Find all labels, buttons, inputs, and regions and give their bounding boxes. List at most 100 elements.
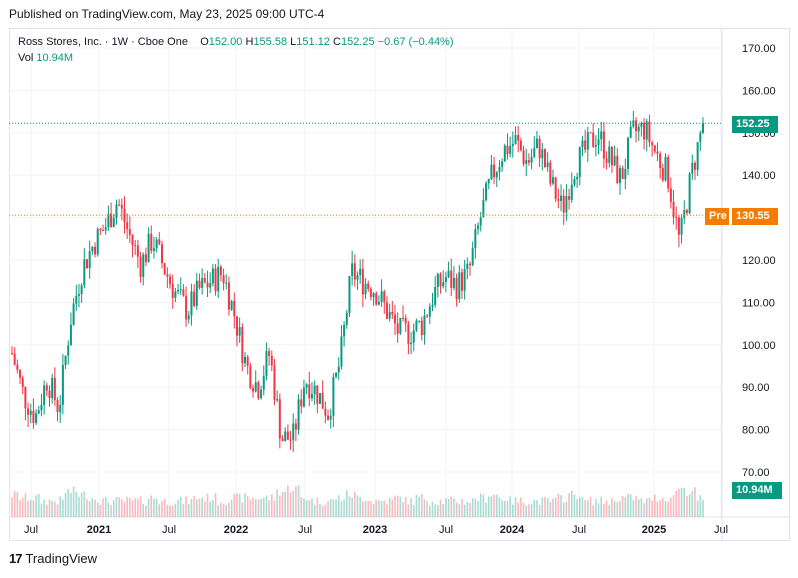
volume-bar [439, 499, 442, 517]
volume-bar [313, 504, 316, 517]
volume-bar [605, 500, 608, 517]
candle-body [203, 277, 206, 283]
volume-bar [538, 504, 541, 517]
candle-body [372, 293, 375, 298]
volume-bar [59, 496, 62, 517]
y-tick-label: 80.00 [742, 425, 770, 437]
volume-bar [399, 496, 402, 517]
volume-bar [629, 494, 632, 517]
candle-body [501, 161, 504, 168]
candle-body [335, 372, 338, 377]
volume-badge: 10.94M [732, 482, 782, 499]
volume-bar [498, 497, 501, 517]
volume-bar [118, 497, 120, 517]
candle-body [487, 179, 490, 184]
volume-bar [431, 501, 434, 517]
candle-body [597, 139, 600, 146]
x-tick-label: Jul [162, 524, 176, 536]
volume-bar [244, 493, 246, 517]
candle-body [702, 123, 704, 133]
candle-body [142, 254, 145, 277]
volume-bar [359, 496, 361, 517]
candle-body [209, 283, 212, 288]
candle-body [43, 385, 46, 405]
candle-body [452, 277, 455, 288]
volume-bar [493, 494, 495, 517]
volume-bar [193, 495, 195, 517]
volume-value: 10.94M [36, 52, 74, 64]
symbol-title[interactable]: Ross Stores, Inc. · 1W · Cboe One [18, 36, 188, 48]
candle-body [608, 146, 611, 163]
volume-bar [378, 500, 380, 517]
candle-body [675, 216, 678, 218]
candle-body [160, 244, 163, 264]
volume-bar [40, 503, 43, 517]
volume-bar [166, 504, 169, 517]
candle-body [305, 384, 308, 388]
candle-body [522, 150, 525, 164]
volume-bar [276, 489, 278, 517]
volume-bar [225, 504, 228, 517]
x-tick-label: 2023 [363, 524, 387, 536]
candle-body [602, 131, 605, 159]
candle-body [126, 222, 129, 229]
candle-body [238, 327, 241, 336]
candle-body [332, 376, 335, 416]
candle-body [225, 282, 228, 284]
volume-bar [107, 502, 110, 517]
candle-body [396, 323, 399, 334]
volume-bar [273, 500, 276, 517]
volume-bar [222, 503, 225, 517]
candle-body [123, 208, 126, 223]
volume-bar [568, 493, 570, 517]
candle-body [292, 423, 295, 441]
candle-body [685, 210, 688, 214]
candle-body [640, 122, 643, 127]
candle-body [509, 145, 512, 154]
volume-bar [241, 501, 244, 517]
volume-bar [587, 500, 589, 517]
candle-body [233, 301, 236, 317]
volume-bar [595, 499, 597, 517]
volume-bar [645, 498, 648, 517]
volume-bar [608, 504, 611, 517]
candle-body [431, 304, 434, 307]
volume-bar [442, 504, 445, 517]
candle-body [32, 410, 35, 424]
volume-bar [88, 501, 91, 517]
footer-brand[interactable]: 17 TradingView [9, 551, 97, 566]
candle-body [190, 291, 193, 316]
volume-bar [362, 501, 364, 517]
volume-bar [375, 500, 378, 517]
candle-body [222, 275, 225, 284]
candle-body [99, 229, 102, 231]
volume-bar [423, 499, 426, 517]
volume-bar [43, 499, 45, 517]
volume-bar [485, 502, 487, 517]
volume-bar [281, 491, 284, 517]
candle-body [383, 291, 386, 303]
candle-body [519, 140, 522, 151]
candle-body [643, 122, 646, 140]
volume-bar [429, 505, 431, 517]
candle-body [627, 137, 630, 170]
volume-bar [603, 503, 605, 517]
price-chart[interactable]: 170.00160.00150.00140.00130.00120.00110.… [9, 28, 790, 541]
candle-body [85, 259, 88, 269]
candle-body [144, 254, 147, 263]
candle-body [420, 320, 423, 335]
candle-body [589, 132, 592, 134]
volume-bar [656, 501, 659, 517]
volume-bar [129, 497, 131, 517]
volume-bar [171, 505, 174, 517]
candle-body [517, 135, 520, 141]
candle-body [107, 213, 110, 228]
volume-bar [337, 495, 340, 517]
volume-bar [584, 500, 586, 517]
candle-body [444, 277, 447, 283]
candle-body [345, 312, 348, 325]
volume-bar [345, 490, 348, 517]
volume-bar [319, 504, 321, 517]
x-tick-label: 2022 [224, 524, 248, 536]
candle-body [672, 201, 675, 217]
